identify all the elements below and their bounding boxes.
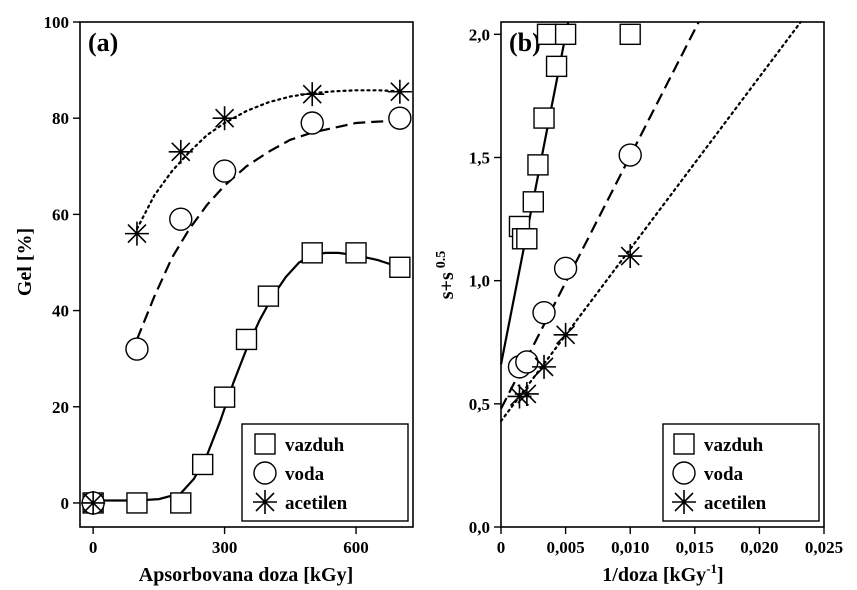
panel-b-x-tick-label: 0	[497, 538, 506, 557]
panel-b-point-vazduh	[527, 154, 549, 176]
panel-a-point-vazduh	[257, 285, 280, 307]
panel-a-point-voda	[300, 111, 324, 135]
panel-a-legend-marker-vazduh	[254, 433, 276, 455]
panel-b-x-axis-title-main: 1/doza [kGy	[602, 564, 706, 586]
panel-a-point-acetilen	[81, 490, 106, 515]
panel-b-label: (b)	[509, 28, 541, 57]
panel-b-y-tick-label: 0,5	[469, 395, 490, 414]
panel-b-y-axis-title-main: s+s	[436, 272, 458, 299]
panel-b-x-axis-title: 1/doza [kGy-1]	[602, 561, 723, 586]
panel-a-point-vazduh	[191, 453, 214, 476]
panel-a-plot-frame	[79, 21, 414, 528]
panel-b-x-axis-title-superscript: -1	[706, 561, 717, 576]
panel-a-legend: vazduh voda acetilen	[241, 423, 409, 522]
panel-b-point-acetilen	[514, 381, 539, 406]
panel-a-legend-marker-voda	[253, 461, 277, 485]
panel-b-legend-marker-acetilen	[672, 490, 696, 514]
panel-b-point-vazduh	[533, 107, 555, 129]
panel-b-legend-label-vazduh: vazduh	[704, 435, 764, 456]
panel-b-x-axis-title-end: ]	[717, 564, 724, 586]
panel-b-point-acetilen	[553, 322, 578, 347]
panel-b-y-axis-title: s+s 0.5	[434, 251, 458, 299]
panel-b-point-voda	[515, 350, 539, 374]
panel-b-point-acetilen	[618, 244, 643, 269]
panel-b-point-vazduh	[522, 191, 544, 213]
panel-a-point-acetilen	[124, 221, 149, 246]
panel-b-point-vazduh	[536, 23, 559, 46]
panel-a-point-vazduh	[170, 492, 192, 514]
panel-b: (b) 1/doza [kGy-1] s+s 0.5 0 0,005 0,010 0,0…	[434, 20, 843, 586]
panel-a-point-acetilen	[387, 79, 412, 104]
panel-a-point-acetilen	[300, 82, 325, 107]
panel-b-fit-lines	[499, 20, 802, 423]
panel-a-legend-marker-acetilen	[253, 490, 277, 514]
panel-a-point-voda	[212, 159, 237, 183]
panel-b-legend-marker-voda	[672, 461, 696, 485]
panel-a-y-ticks: 0 20 40 60 80 100	[44, 13, 80, 513]
panel-b-y-ticks: 0,0 0,5 1,0 1,5 2,0	[469, 25, 501, 537]
panel-b-point-voda	[553, 256, 578, 281]
panel-a-data-points	[81, 79, 412, 515]
panel-b-point-vazduh	[554, 23, 577, 46]
panel-b-legend-label-voda: voda	[704, 464, 744, 485]
panel-b-point-voda	[532, 300, 556, 325]
panel-a-point-vazduh	[345, 242, 367, 264]
panel-b-y-axis-title-superscript: 0.5	[434, 251, 449, 269]
panel-b-legend-marker-vazduh	[673, 433, 695, 455]
panel-b-legend: vazduh voda acetilen	[662, 423, 820, 522]
panel-a-x-tick-label: 300	[212, 538, 238, 557]
panel-b-legend-label-acetilen: acetilen	[704, 493, 767, 514]
panel-a-y-tick-label: 20	[52, 398, 69, 417]
panel-a: (a) Apsorbovana doza [kGy] Gel [%] 0 300 6…	[14, 13, 414, 586]
panel-a-y-tick-label: 0	[61, 494, 70, 513]
panel-a-legend-label-vazduh: vazduh	[285, 435, 345, 456]
panel-b-x-tick-label: 0,020	[740, 538, 778, 557]
panel-b-fit-line-acetilen	[499, 20, 802, 423]
panel-a-label: (a)	[88, 28, 118, 57]
panel-b-point-acetilen	[507, 384, 532, 409]
panel-b-point-vazduh	[619, 23, 641, 46]
panel-a-x-tick-label: 0	[89, 538, 98, 557]
panel-a-x-axis-title: Apsorbovana doza [kGy]	[139, 564, 353, 586]
panel-b-x-ticks: 0 0,005 0,010 0,015 0,020 0,025	[497, 527, 843, 557]
panel-a-y-tick-label: 40	[52, 302, 69, 321]
panel-a-point-vazduh	[301, 242, 323, 264]
panel-a-x-ticks: 0 300 600	[89, 527, 369, 557]
panel-b-x-tick-label: 0,010	[611, 538, 649, 557]
panel-a-point-acetilen	[212, 106, 237, 131]
panel-a-point-voda	[388, 106, 412, 130]
panel-a-point-vazduh	[389, 256, 411, 278]
panel-b-data-points	[507, 23, 643, 409]
panel-a-y-axis-title: Gel [%]	[14, 228, 36, 296]
panel-a-y-tick-label: 80	[52, 109, 69, 128]
panel-b-plot-frame	[500, 21, 825, 528]
panel-a-legend-label-acetilen: acetilen	[285, 493, 348, 514]
panel-b-point-vazduh	[545, 55, 568, 78]
panel-b-x-tick-label: 0,015	[676, 538, 714, 557]
panel-a-point-voda	[169, 207, 193, 231]
panel-a-point-vazduh	[213, 386, 236, 408]
panel-b-x-tick-label: 0,005	[546, 538, 584, 557]
panel-a-x-tick-label: 600	[343, 538, 369, 557]
panel-a-point-vazduh	[235, 328, 258, 351]
panel-a-fit-line-voda	[135, 119, 400, 340]
panel-b-fit-line-voda	[500, 21, 700, 410]
panel-b-y-tick-label: 1,5	[469, 148, 490, 167]
panel-b-point-acetilen	[532, 354, 557, 379]
panel-a-fit-line-acetilen	[135, 89, 401, 230]
panel-a-y-tick-label: 60	[52, 205, 69, 224]
panel-a-point-acetilen	[168, 139, 193, 164]
panel-b-y-tick-label: 0,0	[469, 518, 490, 537]
panel-a-point-vazduh	[126, 492, 148, 514]
panel-b-point-voda	[618, 143, 642, 167]
panel-a-y-tick-label: 100	[44, 13, 70, 32]
panel-a-point-voda	[125, 337, 149, 361]
panel-b-y-tick-label: 1,0	[469, 272, 490, 291]
panel-b-x-tick-label: 0,025	[805, 538, 843, 557]
panel-b-y-tick-label: 2,0	[469, 25, 490, 44]
panel-a-legend-label-voda: voda	[285, 464, 325, 485]
panel-b-point-vazduh	[516, 228, 538, 250]
